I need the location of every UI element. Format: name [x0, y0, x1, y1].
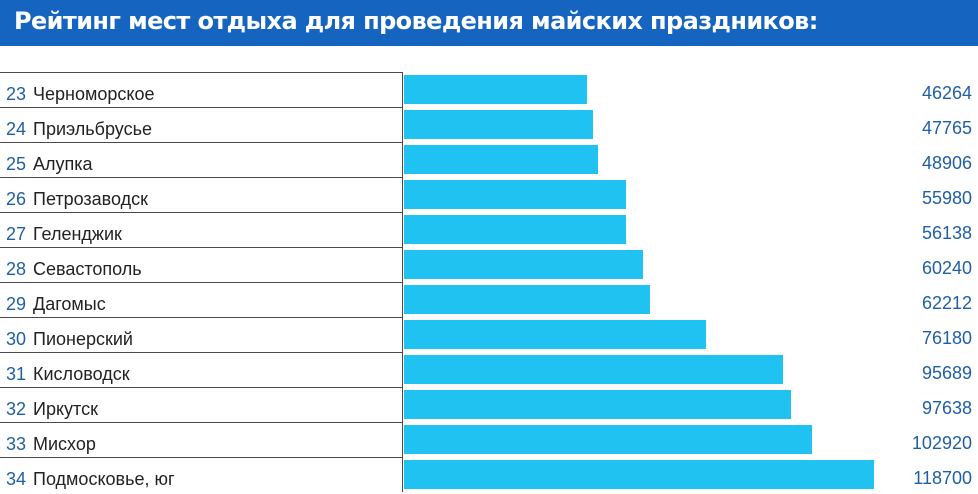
- bar: [404, 215, 626, 244]
- rank-number: 34: [6, 469, 27, 489]
- rank-number: 33: [6, 434, 27, 454]
- label-cell: 30 Пионерский: [0, 317, 403, 352]
- label-cell: 23 Черноморское: [0, 72, 403, 107]
- bar: [404, 390, 791, 419]
- chart-row: 26 Петрозаводск 55980: [0, 177, 978, 212]
- label-cell: 29 Дагомыс: [0, 282, 403, 317]
- chart-row: 24 Приэльбрусье 47765: [0, 107, 978, 142]
- category-label: Петрозаводск: [33, 189, 149, 209]
- rank-number: 27: [6, 224, 27, 244]
- chart-row: 30 Пионерский 76180: [0, 317, 978, 352]
- category-label: Мисхор: [33, 434, 96, 454]
- rank-number: 28: [6, 259, 27, 279]
- chart-row: 23 Черноморское 46264: [0, 72, 978, 107]
- value-label: 56138: [921, 223, 972, 243]
- bar: [404, 250, 643, 279]
- label-cell: 26 Петрозаводск: [0, 177, 403, 212]
- label-cell: 25 Алупка: [0, 142, 403, 177]
- bar: [404, 180, 626, 209]
- value-label: 97638: [921, 398, 972, 418]
- category-label: Геленджик: [33, 224, 122, 244]
- value-label: 47765: [921, 118, 972, 138]
- bar: [404, 145, 598, 174]
- bar: [404, 355, 783, 384]
- rank-number: 23: [6, 84, 27, 104]
- category-label: Иркутск: [33, 399, 98, 419]
- page-title: Рейтинг мест отдыха для проведения майск…: [14, 7, 818, 35]
- value-label: 48906: [921, 153, 972, 173]
- value-label: 46264: [921, 83, 972, 103]
- bar: [404, 320, 706, 349]
- bar: [404, 460, 874, 489]
- value-label: 118700: [913, 468, 972, 488]
- label-cell: 34 Подмосковье, юг: [0, 457, 403, 492]
- value-label: 102920: [911, 433, 972, 453]
- chart-row: 28 Севастополь 60240: [0, 247, 978, 282]
- chart-row: 31 Кисловодск 95689: [0, 352, 978, 387]
- rank-number: 25: [6, 154, 27, 174]
- value-label: 76180: [921, 328, 972, 348]
- label-cell: 24 Приэльбрусье: [0, 107, 403, 142]
- label-cell: 33 Мисхор: [0, 422, 403, 457]
- label-cell: 27 Геленджик: [0, 212, 403, 247]
- label-cell: 31 Кисловодск: [0, 352, 403, 387]
- label-cell: 28 Севастополь: [0, 247, 403, 282]
- category-label: Кисловодск: [33, 364, 130, 384]
- chart-row: 34 Подмосковье, юг 118700: [0, 457, 978, 492]
- label-cell: 32 Иркутск: [0, 387, 403, 422]
- rank-number: 30: [6, 329, 27, 349]
- category-label: Подмосковье, юг: [33, 469, 175, 489]
- bar-chart: 23 Черноморское 46264 24 Приэльбрусье 47765 25…: [0, 72, 978, 494]
- rank-number: 26: [6, 189, 27, 209]
- chart-row: 32 Иркутск 97638: [0, 387, 978, 422]
- bar: [404, 425, 812, 454]
- category-label: Алупка: [33, 154, 93, 174]
- category-label: Черноморское: [33, 84, 155, 104]
- rank-number: 29: [6, 294, 27, 314]
- bar: [404, 75, 587, 104]
- chart-row: 25 Алупка 48906: [0, 142, 978, 177]
- bar: [404, 110, 593, 139]
- chart-row: 33 Мисхор 102920: [0, 422, 978, 457]
- rank-number: 24: [6, 119, 27, 139]
- rank-number: 32: [6, 399, 27, 419]
- category-label: Севастополь: [33, 259, 142, 279]
- category-label: Пионерский: [33, 329, 133, 349]
- chart-row: 27 Геленджик 56138: [0, 212, 978, 247]
- value-label: 55980: [921, 188, 972, 208]
- header-banner: Рейтинг мест отдыха для проведения майск…: [0, 0, 978, 46]
- category-label: Дагомыс: [33, 294, 106, 314]
- value-label: 95689: [921, 363, 972, 383]
- rank-number: 31: [6, 364, 27, 384]
- value-label: 60240: [921, 258, 972, 278]
- chart-row: 29 Дагомыс 62212: [0, 282, 978, 317]
- category-label: Приэльбрусье: [33, 119, 152, 139]
- bar: [404, 285, 650, 314]
- value-label: 62212: [921, 293, 972, 313]
